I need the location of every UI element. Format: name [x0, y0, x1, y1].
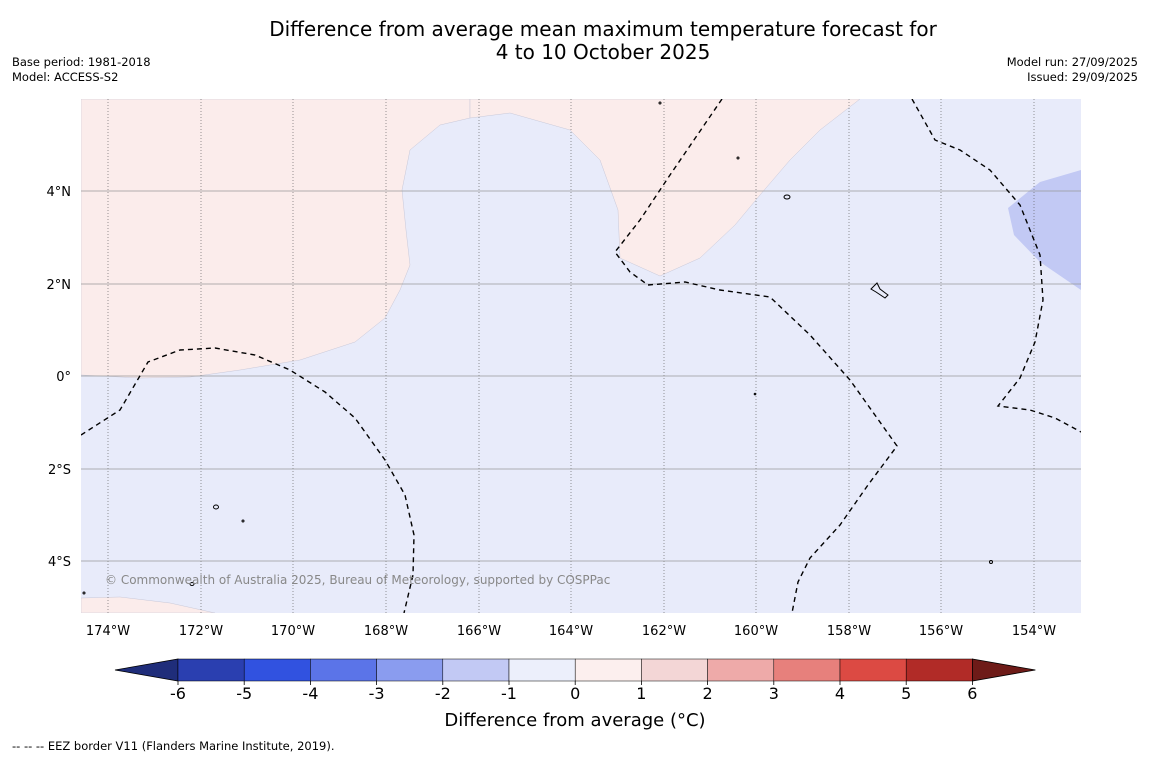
colorbar-segment	[177, 658, 245, 682]
island-outline	[989, 560, 993, 564]
colorbar-extend-high	[972, 658, 1036, 682]
island-outline	[658, 101, 662, 105]
island-outline	[189, 582, 195, 586]
graticule	[81, 99, 1081, 613]
lat-label: 2°N	[47, 278, 72, 293]
eez-border-east	[911, 99, 1081, 433]
anomaly-region-warm-west	[81, 99, 471, 379]
lat-label: 0°	[56, 370, 71, 385]
colorbar-tick-label: -2	[435, 684, 451, 703]
colorbar-tick-label: 2	[703, 684, 713, 703]
eez-border-west	[81, 347, 415, 613]
islands	[82, 101, 993, 595]
model-run: Model run: 27/09/2025	[1006, 55, 1138, 69]
island-outline	[736, 156, 740, 160]
lon-label: 154°W	[1012, 624, 1056, 639]
colorbar-tick-label: 6	[967, 684, 977, 703]
colorbar-segment	[508, 658, 576, 682]
eez-borders	[81, 99, 1081, 613]
colorbar-tick-label: 3	[769, 684, 779, 703]
model-name: Model: ACCESS-S2	[12, 70, 119, 84]
colorbar-tick-label: -3	[369, 684, 385, 703]
longitude-labels: 174°W 172°W 170°W 168°W 166°W 164°W 162°W 160°W…	[86, 624, 1056, 639]
colorbar-segment	[442, 658, 510, 682]
copyright-text: © Commonwealth of Australia 2025, Bureau…	[105, 573, 610, 587]
base-period: Base period: 1981-2018	[12, 55, 151, 69]
map-title: Difference from average mean maximum tem…	[269, 17, 937, 64]
colorbar-segment	[376, 658, 444, 682]
colorbar-segment	[773, 658, 841, 682]
colorbar-segment	[707, 658, 775, 682]
lat-label: 2°S	[48, 463, 71, 478]
lon-label: 160°W	[734, 624, 778, 639]
colorbar-tick-label: -4	[302, 684, 318, 703]
island-outline	[213, 504, 219, 510]
colorbar-segment	[839, 658, 907, 682]
colorbar: -6 -5 -4 -3 -2 -1 0 1 2 3 4 5 6	[114, 658, 1036, 703]
island-outline	[82, 591, 86, 595]
island-outline	[753, 392, 757, 396]
eez-footnote: -- -- -- EEZ border V11 (Flanders Marine…	[12, 739, 335, 753]
anomaly-region-cool-east	[1008, 170, 1081, 290]
issued-date: Issued: 29/09/2025	[1027, 70, 1138, 84]
lon-label: 172°W	[179, 624, 223, 639]
colorbar-segment	[243, 658, 311, 682]
colorbar-segment	[641, 658, 708, 682]
colorbar-label: Difference from average (°C)	[444, 710, 706, 731]
colorbar-tick-label: -6	[170, 684, 186, 703]
island-outline	[870, 282, 889, 299]
lon-label: 168°W	[364, 624, 408, 639]
colorbar-tick-label: -1	[501, 684, 517, 703]
colorbar-segment	[905, 658, 973, 682]
lat-label: 4°S	[48, 555, 71, 570]
lon-label: 164°W	[549, 624, 593, 639]
colorbar-tick-label: 0	[570, 684, 580, 703]
colorbar-segment	[310, 658, 377, 682]
latitude-labels: 4°N 2°N 0° 2°S 4°S	[47, 185, 72, 570]
lon-label: 156°W	[919, 624, 963, 639]
anomaly-region-warm-south	[81, 596, 216, 613]
colorbar-tick-label: 4	[835, 684, 845, 703]
map-panel: © Commonwealth of Australia 2025, Bureau…	[81, 99, 1081, 613]
colorbar-tick-label: 5	[901, 684, 911, 703]
island-outline	[783, 194, 791, 200]
anomaly-region-warm-north	[469, 99, 861, 277]
colorbar-segment	[574, 658, 642, 682]
island-outline	[241, 519, 245, 523]
lon-label: 158°W	[827, 624, 871, 639]
colorbar-tick-label: 1	[636, 684, 646, 703]
lon-label: 170°W	[271, 624, 315, 639]
colorbar-extend-low	[114, 658, 179, 682]
lon-label: 162°W	[642, 624, 686, 639]
lon-label: 166°W	[457, 624, 501, 639]
eez-border-central	[614, 99, 898, 613]
lon-label: 174°W	[86, 624, 130, 639]
meta-left: Base period: 1981-2018 Model: ACCESS-S2	[12, 55, 151, 85]
lat-label: 4°N	[47, 185, 72, 200]
meta-right: Model run: 27/09/2025 Issued: 29/09/2025	[1007, 55, 1138, 85]
colorbar-tick-label: -5	[236, 684, 252, 703]
